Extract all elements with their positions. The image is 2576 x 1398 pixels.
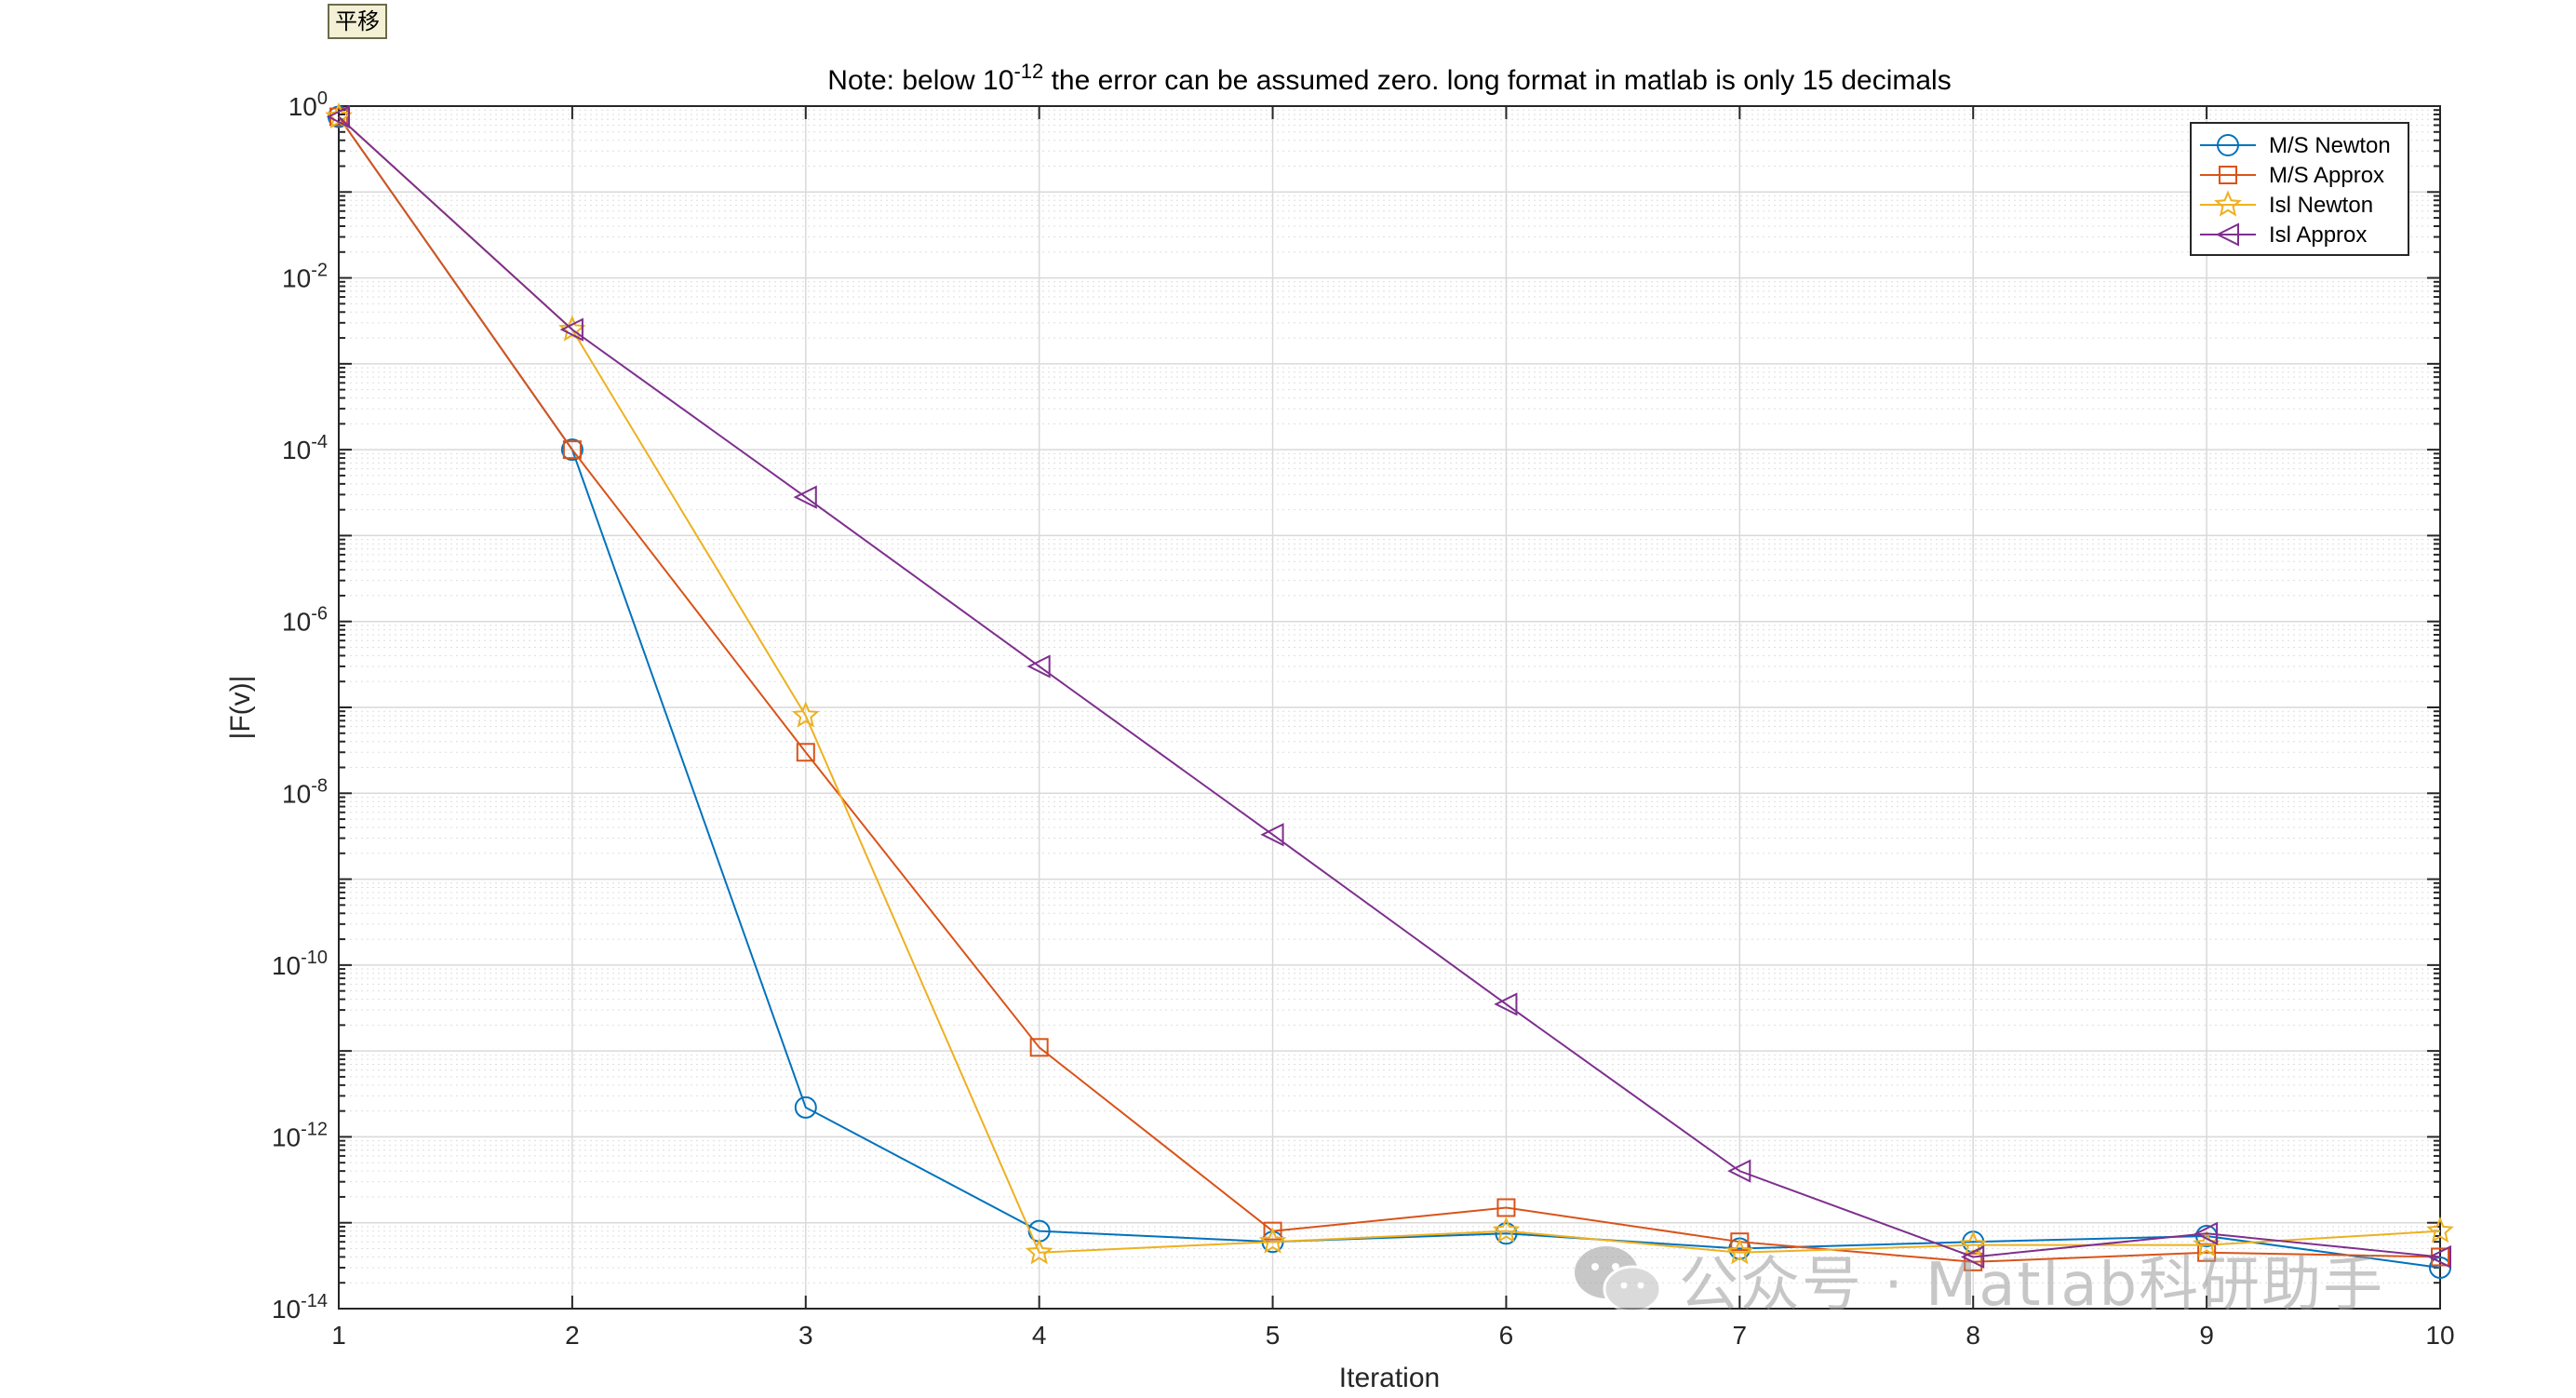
legend-label: M/S Approx — [2269, 163, 2384, 188]
x-tick-label: 10 — [2425, 1321, 2454, 1350]
data-point — [559, 317, 584, 342]
x-tick-label: 4 — [1032, 1321, 1047, 1350]
x-tick-label: 5 — [1266, 1321, 1281, 1350]
data-point — [1260, 823, 1284, 847]
data-point — [791, 701, 820, 728]
data-point — [1959, 1230, 1988, 1257]
legend-item[interactable]: M/S Newton — [2200, 133, 2391, 158]
data-point — [1492, 1217, 1521, 1243]
x-tick-label: 1 — [331, 1321, 346, 1350]
data-point — [2426, 1217, 2454, 1243]
data-point — [326, 104, 350, 129]
legend-label: M/S Newton — [2269, 133, 2391, 158]
grid-lines — [338, 105, 2441, 1310]
data-point — [1494, 992, 1518, 1016]
data-point — [1960, 1244, 1985, 1270]
x-tick-label: 2 — [565, 1321, 580, 1350]
data-point — [1725, 1238, 1754, 1265]
series-line — [338, 115, 2441, 1254]
axis-ticks — [338, 105, 2441, 1310]
legend-label: Isl Newton — [2269, 193, 2373, 218]
legend-marker — [2215, 222, 2239, 247]
series-m-s-approx — [329, 107, 2449, 1271]
chart-title: Note: below 10-12 the error can be assum… — [827, 60, 1951, 96]
legend-marker — [2214, 190, 2242, 217]
legend-marker — [2217, 134, 2239, 156]
data-point — [1496, 1198, 1516, 1217]
series-line — [338, 115, 2441, 1258]
y-tick-label: 10-8 — [282, 775, 328, 808]
x-tick-label: 6 — [1499, 1321, 1514, 1350]
y-tick-label: 10-2 — [282, 261, 328, 293]
y-tick-label: 10-12 — [272, 1119, 328, 1151]
legend-item[interactable]: Isl Newton — [2200, 190, 2373, 218]
data-point — [1026, 654, 1051, 679]
data-point — [1029, 1038, 1049, 1057]
data-point — [2427, 1244, 2451, 1270]
data-point — [562, 440, 582, 460]
x-axis-title: Iteration — [1339, 1363, 1440, 1393]
series-lines — [325, 101, 2454, 1279]
data-point — [2194, 1221, 2219, 1245]
x-tick-label: 7 — [1733, 1321, 1748, 1350]
y-tick-label: 100 — [288, 88, 328, 121]
data-point — [1258, 1227, 1287, 1254]
x-tick-label: 9 — [2199, 1321, 2214, 1350]
axis-labels: 1 2 3 4 5 6 7 8 9 10 100 10-2 10-4 10-6 10-8 10-10 10-12… — [272, 88, 2455, 1350]
data-point — [1964, 1252, 1983, 1271]
legend-item[interactable]: M/S Approx — [2200, 163, 2384, 188]
y-axis-title: |F(v)| — [225, 676, 256, 740]
legend-marker — [2219, 166, 2237, 184]
data-point — [793, 485, 817, 509]
y-tick-label: 10-6 — [282, 604, 328, 637]
x-tick-label: 8 — [1966, 1321, 1980, 1350]
data-point — [560, 438, 584, 462]
y-tick-label: 10-14 — [272, 1291, 328, 1324]
legend-label: Isl Approx — [2269, 222, 2367, 248]
data-point — [1025, 1238, 1053, 1265]
data-point — [1730, 1232, 1750, 1252]
legend-item[interactable]: Isl Approx — [2200, 222, 2367, 248]
y-tick-label: 10-10 — [272, 948, 328, 980]
x-tick-label: 3 — [798, 1321, 813, 1350]
series-line — [338, 115, 2441, 1269]
pan-tool-button[interactable]: 平移 — [328, 4, 387, 39]
series-m-s-newton — [328, 105, 2451, 1279]
chart-title-prefix: Note: below 10 — [827, 65, 1013, 96]
chart-legend[interactable]: M/S Newton M/S Approx Isl Newton Isl Approx — [2190, 122, 2409, 256]
chart-title-suffix: the error can be assumed zero. long form… — [1043, 65, 1951, 96]
data-point — [1727, 1159, 1751, 1183]
y-tick-label: 10-4 — [282, 432, 328, 464]
series-isl-approx — [326, 104, 2451, 1270]
data-point — [796, 743, 815, 762]
chart-title-exponent: -12 — [1013, 60, 1043, 83]
data-point — [1495, 1222, 1518, 1245]
data-point — [794, 1096, 817, 1119]
data-point — [1263, 1221, 1282, 1241]
data-point — [2193, 1230, 2220, 1257]
series-line — [338, 115, 2441, 1263]
